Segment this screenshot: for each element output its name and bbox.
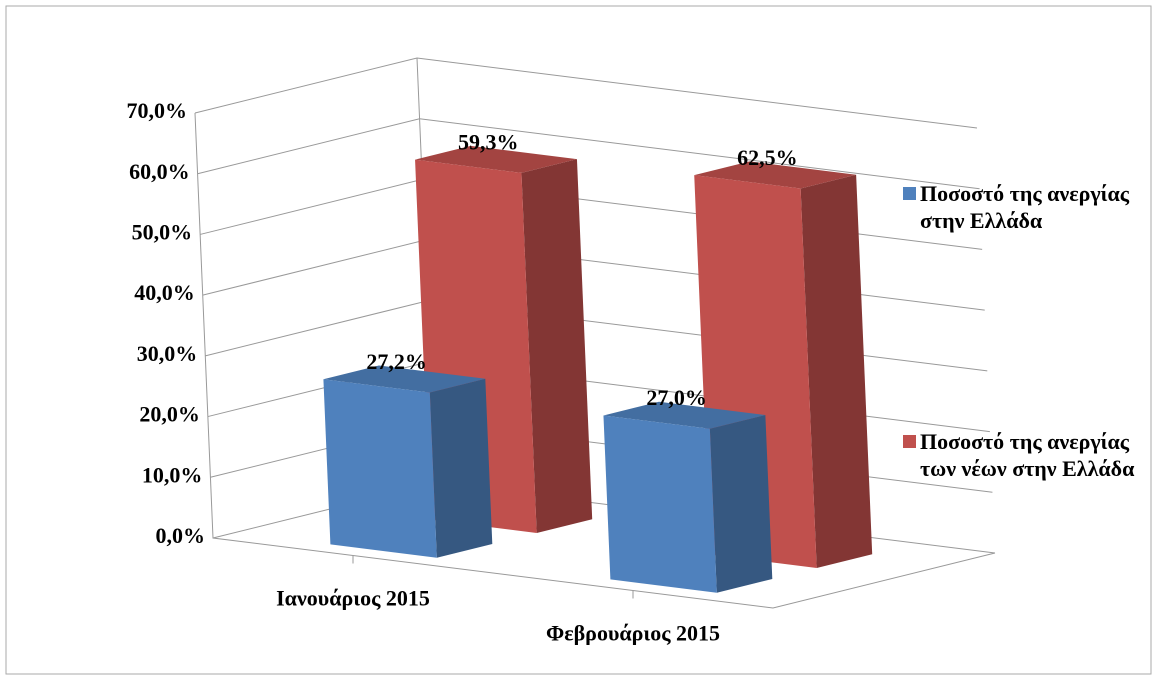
bar-top [694, 161, 857, 189]
axis-line [194, 112, 996, 609]
legend-item: Ποσοστό της ανεργίας στην Ελλάδα [903, 180, 1143, 234]
x-tick-label: Φεβρουάριος 2015 [546, 621, 720, 646]
y-tick-label: 20,0% [139, 402, 200, 427]
y-tick-label: 0,0% [156, 523, 206, 548]
bar-front [603, 415, 717, 593]
legend-item: Ποσοστό της ανεργίας των νέων στην Ελλάδ… [903, 428, 1143, 482]
bar-top [603, 401, 766, 429]
bar [603, 401, 773, 593]
bar [323, 365, 493, 558]
bar-side [521, 159, 593, 533]
legend-label: Ποσοστό της ανεργίας των νέων στην Ελλάδ… [920, 429, 1135, 481]
data-label: 59,3% [458, 129, 519, 154]
y-tick-label: 60,0% [129, 159, 190, 184]
bar-side [709, 415, 773, 593]
y-tick-label: 10,0% [142, 462, 203, 487]
bar-front [323, 379, 437, 558]
data-label: 27,2% [366, 349, 427, 374]
x-tick-label: Ιανουάριος 2015 [276, 586, 430, 611]
legend-swatch [903, 435, 916, 448]
y-tick-label: 30,0% [137, 341, 198, 366]
bar-top [323, 365, 486, 393]
bar-side [800, 174, 873, 568]
y-tick-label: 70,0% [127, 98, 188, 123]
y-tick-label: 50,0% [132, 219, 193, 244]
bar-side [429, 378, 493, 558]
legend-swatch [903, 187, 916, 200]
y-tick-label: 40,0% [134, 280, 195, 305]
legend-label: Ποσοστό της ανεργίας στην Ελλάδα [920, 181, 1130, 233]
bar-top [415, 145, 577, 173]
data-label: 62,5% [737, 145, 798, 170]
data-label: 27,0% [646, 385, 707, 410]
